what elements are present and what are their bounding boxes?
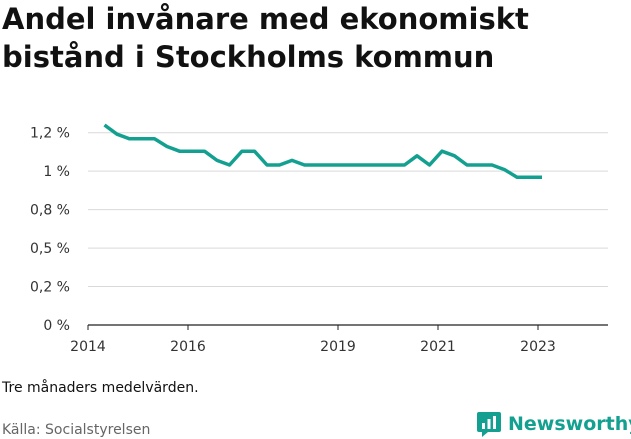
- y-tick-label: 0 %: [43, 318, 70, 334]
- series-line: [103, 123, 542, 180]
- chart-title: Andel invånare med ekonomiskt bistånd i …: [2, 2, 529, 74]
- gridlines: [88, 132, 608, 288]
- brand-name: Newsworthy: [508, 413, 631, 435]
- x-axis-ticks: 2014 2016 2019 2021 2023: [70, 325, 556, 355]
- line-chart: 0 %0,2 %0,5 %0,8 %1 %1,2 % 2014 2016 2019 2…: [30, 123, 608, 355]
- y-tick-label: 0,8 %: [30, 203, 70, 219]
- y-tick-label: 0,2 %: [30, 280, 70, 296]
- y-tick-label: 1,2 %: [30, 126, 70, 142]
- x-tick-label: 2023: [520, 339, 556, 355]
- newsworthy-logo-icon: [477, 412, 501, 437]
- y-axis-ticks: 0 % 0,2 % 0,5 % 0,8 % 1 % 1,2 %: [30, 126, 70, 334]
- source-label: Källa: Socialstyrelsen: [2, 422, 151, 438]
- x-tick-label: 2019: [320, 339, 356, 355]
- chart-note: Tre månaders medelvärden.: [2, 380, 199, 396]
- newsworthy-brand: Newsworthy: [476, 409, 631, 439]
- y-tick-label: 0,5 %: [30, 241, 70, 257]
- x-tick-label: 2014: [70, 339, 106, 355]
- x-tick-label: 2021: [420, 339, 456, 355]
- y-tick-label: 1 %: [43, 164, 70, 180]
- x-tick-label: 2016: [170, 339, 206, 355]
